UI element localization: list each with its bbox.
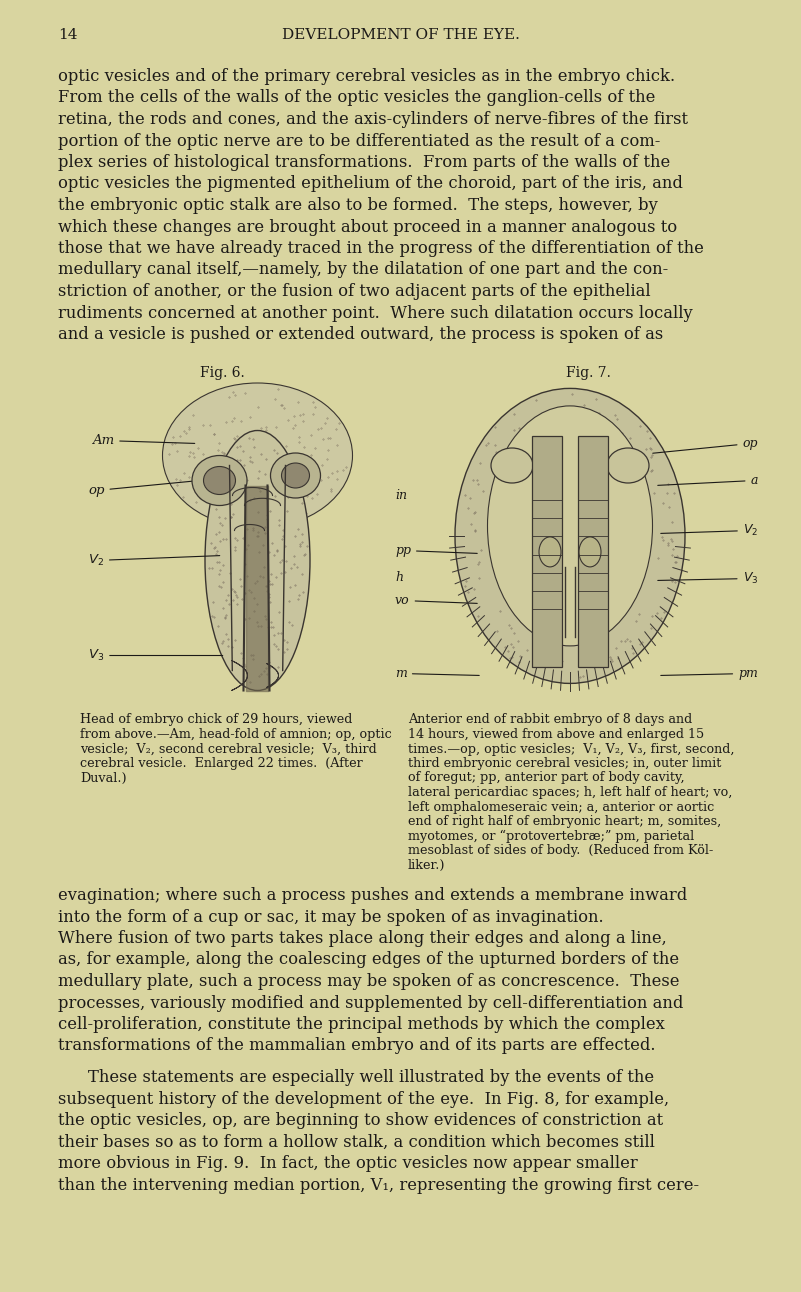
Ellipse shape bbox=[488, 406, 653, 646]
Text: cell-proliferation, constitute the principal methods by which the complex: cell-proliferation, constitute the princ… bbox=[58, 1016, 665, 1034]
Text: cerebral vesicle.  Enlarged 22 times.  (After: cerebral vesicle. Enlarged 22 times. (Af… bbox=[80, 757, 363, 770]
Text: which these changes are brought about proceed in a manner analogous to: which these changes are brought about pr… bbox=[58, 218, 677, 235]
Text: $V_2$: $V_2$ bbox=[661, 523, 758, 537]
Ellipse shape bbox=[203, 466, 235, 495]
Text: the embryonic optic stalk are also to be formed.  The steps, however, by: the embryonic optic stalk are also to be… bbox=[58, 196, 658, 214]
Text: end of right half of embryonic heart; m, somites,: end of right half of embryonic heart; m,… bbox=[408, 815, 721, 828]
Text: op: op bbox=[653, 437, 758, 453]
Text: from above.—Am, head-fold of amnion; op, optic: from above.—Am, head-fold of amnion; op,… bbox=[80, 727, 392, 742]
Text: DEVELOPMENT OF THE EYE.: DEVELOPMENT OF THE EYE. bbox=[282, 28, 519, 43]
Text: These statements are especially well illustrated by the events of the: These statements are especially well ill… bbox=[88, 1068, 654, 1087]
Text: Head of embryo chick of 29 hours, viewed: Head of embryo chick of 29 hours, viewed bbox=[80, 713, 352, 726]
Text: Where fusion of two parts takes place along their edges and along a line,: Where fusion of two parts takes place al… bbox=[58, 930, 666, 947]
Text: 14 hours, viewed from above and enlarged 15: 14 hours, viewed from above and enlarged… bbox=[408, 727, 704, 742]
Text: evagination; where such a process pushes and extends a membrane inward: evagination; where such a process pushes… bbox=[58, 888, 687, 904]
Text: rudiments concerned at another point.  Where such dilatation occurs locally: rudiments concerned at another point. Wh… bbox=[58, 305, 693, 322]
Text: more obvious in Fig. 9.  In fact, the optic vesicles now appear smaller: more obvious in Fig. 9. In fact, the opt… bbox=[58, 1155, 638, 1172]
Text: as, for example, along the coalescing edges of the upturned borders of the: as, for example, along the coalescing ed… bbox=[58, 951, 679, 969]
Text: myotomes, or “protovertebræ;” pm, parietal: myotomes, or “protovertebræ;” pm, pariet… bbox=[408, 829, 694, 842]
Text: left omphalomeseraic vein; a, anterior or aortic: left omphalomeseraic vein; a, anterior o… bbox=[408, 801, 714, 814]
Text: pm: pm bbox=[661, 667, 758, 680]
Text: vesicle;  V₂, second cerebral vesicle;  V₃, third: vesicle; V₂, second cerebral vesicle; V₃… bbox=[80, 743, 376, 756]
Text: op: op bbox=[88, 481, 197, 497]
Text: plex series of histological transformations.  From parts of the walls of the: plex series of histological transformati… bbox=[58, 154, 670, 171]
Text: $V_3$: $V_3$ bbox=[658, 571, 758, 587]
Text: and a vesicle is pushed or extended outward, the process is spoken of as: and a vesicle is pushed or extended outw… bbox=[58, 326, 663, 342]
Text: Fig. 7.: Fig. 7. bbox=[566, 366, 610, 380]
Text: portion of the optic nerve are to be differentiated as the result of a com-: portion of the optic nerve are to be dif… bbox=[58, 133, 660, 150]
Text: vo: vo bbox=[395, 594, 477, 607]
Text: transformations of the mammalian embryo and of its parts are effected.: transformations of the mammalian embryo … bbox=[58, 1037, 655, 1054]
Text: optic vesicles the pigmented epithelium of the choroid, part of the iris, and: optic vesicles the pigmented epithelium … bbox=[58, 176, 683, 193]
Ellipse shape bbox=[455, 389, 685, 683]
Ellipse shape bbox=[281, 463, 309, 488]
Text: than the intervening median portion, V₁, representing the growing first cere-: than the intervening median portion, V₁,… bbox=[58, 1177, 699, 1194]
Ellipse shape bbox=[192, 456, 247, 505]
Text: $V_2$: $V_2$ bbox=[88, 553, 219, 568]
Ellipse shape bbox=[491, 448, 533, 483]
Ellipse shape bbox=[205, 430, 310, 690]
Text: in: in bbox=[395, 488, 407, 503]
Text: From the cells of the walls of the optic vesicles the ganglion-cells of the: From the cells of the walls of the optic… bbox=[58, 89, 655, 106]
Text: times.—op, optic vesicles;  V₁, V₂, V₃, first, second,: times.—op, optic vesicles; V₁, V₂, V₃, f… bbox=[408, 743, 735, 756]
Text: h: h bbox=[395, 571, 403, 584]
Text: $V_3$: $V_3$ bbox=[88, 649, 223, 663]
Text: subsequent history of the development of the eye.  In Fig. 8, for example,: subsequent history of the development of… bbox=[58, 1090, 669, 1107]
Text: into the form of a cup or sac, it may be spoken of as invagination.: into the form of a cup or sac, it may be… bbox=[58, 908, 604, 925]
Text: pp: pp bbox=[395, 544, 477, 557]
Text: medullary canal itself,—namely, by the dilatation of one part and the con-: medullary canal itself,—namely, by the d… bbox=[58, 261, 668, 279]
Text: Anterior end of rabbit embryo of 8 days and: Anterior end of rabbit embryo of 8 days … bbox=[408, 713, 692, 726]
Text: processes, variously modified and supplemented by cell-differentiation and: processes, variously modified and supple… bbox=[58, 995, 683, 1012]
Text: striction of another, or the fusion of two adjacent parts of the epithelial: striction of another, or the fusion of t… bbox=[58, 283, 650, 300]
Text: Duval.): Duval.) bbox=[80, 771, 127, 784]
Text: those that we have already traced in the progress of the differentiation of the: those that we have already traced in the… bbox=[58, 240, 704, 257]
Text: the optic vesicles, op, are beginning to show evidences of constriction at: the optic vesicles, op, are beginning to… bbox=[58, 1112, 663, 1129]
Text: $V_1$: $V_1$ bbox=[562, 417, 578, 433]
Ellipse shape bbox=[607, 448, 649, 483]
Bar bbox=[532, 435, 562, 667]
Text: their bases so as to form a hollow stalk, a condition which becomes still: their bases so as to form a hollow stalk… bbox=[58, 1133, 655, 1150]
Ellipse shape bbox=[539, 537, 561, 567]
Text: of foregut; pp, anterior part of body cavity,: of foregut; pp, anterior part of body ca… bbox=[408, 771, 685, 784]
Text: a: a bbox=[658, 474, 758, 487]
Ellipse shape bbox=[271, 453, 320, 497]
Text: Am: Am bbox=[92, 434, 195, 447]
Text: m: m bbox=[395, 667, 479, 680]
Bar bbox=[578, 435, 608, 667]
Text: mesoblast of sides of body.  (Reduced from Köl-: mesoblast of sides of body. (Reduced fro… bbox=[408, 844, 713, 857]
Ellipse shape bbox=[579, 537, 601, 567]
Ellipse shape bbox=[163, 382, 352, 528]
Text: liker.): liker.) bbox=[408, 858, 445, 872]
Text: Fig. 6.: Fig. 6. bbox=[199, 366, 244, 380]
Text: medullary plate, such a process may be spoken of as concrescence.  These: medullary plate, such a process may be s… bbox=[58, 973, 679, 990]
Text: 14: 14 bbox=[58, 28, 78, 43]
Text: third embryonic cerebral vesicles; in, outer limit: third embryonic cerebral vesicles; in, o… bbox=[408, 757, 722, 770]
Text: retina, the rods and cones, and the axis-cylinders of nerve-fibres of the first: retina, the rods and cones, and the axis… bbox=[58, 111, 688, 128]
Text: optic vesicles and of the primary cerebral vesicles as in the embryo chick.: optic vesicles and of the primary cerebr… bbox=[58, 68, 675, 85]
Text: lateral pericardiac spaces; h, left half of heart; vo,: lateral pericardiac spaces; h, left half… bbox=[408, 786, 732, 798]
